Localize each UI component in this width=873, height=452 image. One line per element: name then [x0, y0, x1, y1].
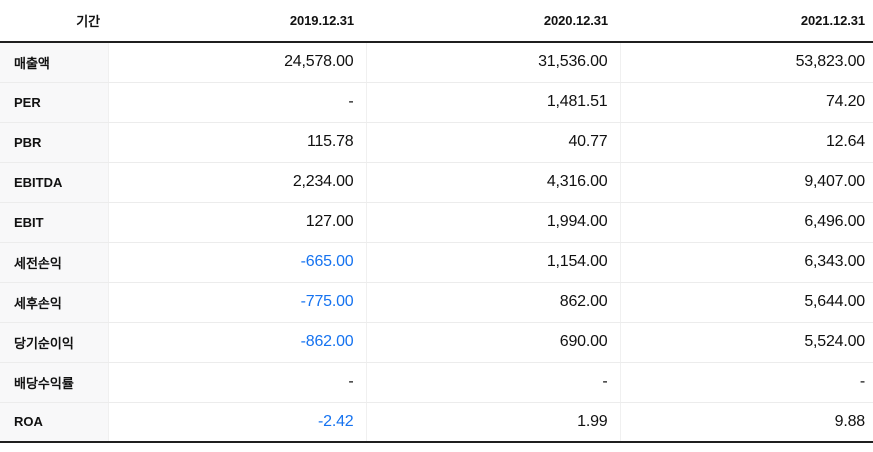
header-period-label: 기간	[0, 0, 108, 43]
cell-value: 1.99	[365, 402, 620, 443]
row-label: 배당수익률	[0, 362, 108, 403]
cell-value: 690.00	[365, 322, 620, 363]
row-label: 세후손익	[0, 282, 108, 323]
cell-value: 1,481.51	[365, 82, 620, 123]
cell-value: 1,154.00	[365, 242, 620, 283]
cell-value: 127.00	[107, 202, 366, 243]
cell-value: 53,823.00	[619, 42, 873, 83]
row-label: ROA	[0, 402, 108, 443]
table-row: EBITDA 2,234.00 4,316.00 9,407.00	[0, 162, 873, 203]
row-label: 세전손익	[0, 242, 108, 283]
row-label: PER	[0, 82, 108, 123]
cell-value: 115.78	[107, 122, 366, 163]
row-label: 당기순이익	[0, 322, 108, 363]
table-row: 세후손익 -775.00 862.00 5,644.00	[0, 282, 873, 323]
cell-value: -665.00	[107, 242, 366, 283]
cell-value: -	[365, 362, 620, 403]
row-label: EBIT	[0, 202, 108, 243]
cell-value: 1,994.00	[365, 202, 620, 243]
table-row: 세전손익 -665.00 1,154.00 6,343.00	[0, 242, 873, 283]
table-row: ROA -2.42 1.99 9.88	[0, 402, 873, 443]
table-row: 당기순이익 -862.00 690.00 5,524.00	[0, 322, 873, 363]
cell-value: 9.88	[619, 402, 873, 443]
table-row: 배당수익률 - - -	[0, 362, 873, 403]
cell-value: 6,343.00	[619, 242, 873, 283]
cell-value: -862.00	[107, 322, 366, 363]
cell-value: 12.64	[619, 122, 873, 163]
table-row: EBIT 127.00 1,994.00 6,496.00	[0, 202, 873, 243]
cell-value: -2.42	[107, 402, 366, 443]
cell-value: 4,316.00	[365, 162, 620, 203]
row-label: EBITDA	[0, 162, 108, 203]
cell-value: 74.20	[619, 82, 873, 123]
row-label: 매출액	[0, 42, 108, 83]
cell-value: -775.00	[107, 282, 366, 323]
table-row: 매출액 24,578.00 31,536.00 53,823.00	[0, 42, 873, 83]
table-body: 매출액 24,578.00 31,536.00 53,823.00 PER -1,481.…	[0, 42, 873, 443]
row-label: PBR	[0, 122, 108, 163]
cell-value: 40.77	[365, 122, 620, 163]
cell-value: -	[619, 362, 873, 403]
header-row: 기간 2019.12.31 2020.12.31 2021.12.31	[0, 0, 873, 43]
header-col-2020: 2020.12.31	[366, 0, 620, 43]
cell-value: 24,578.00	[107, 42, 366, 83]
cell-value: 31,536.00	[365, 42, 620, 83]
header-col-2019: 2019.12.31	[108, 0, 366, 43]
cell-value: 9,407.00	[619, 162, 873, 203]
cell-value: 5,644.00	[619, 282, 873, 323]
cell-value: 5,524.00	[619, 322, 873, 363]
cell-value: -	[107, 82, 366, 123]
cell-value: -	[107, 362, 366, 403]
table-row: PER -1,481.51 74.20	[0, 82, 873, 123]
header-col-2021: 2021.12.31	[620, 0, 873, 43]
cell-value: 862.00	[365, 282, 620, 323]
cell-value: 6,496.00	[619, 202, 873, 243]
table-row: PBR 115.78 40.77 12.64	[0, 122, 873, 163]
cell-value: 2,234.00	[107, 162, 366, 203]
table-header: 기간 2019.12.31 2020.12.31 2021.12.31	[0, 0, 873, 43]
